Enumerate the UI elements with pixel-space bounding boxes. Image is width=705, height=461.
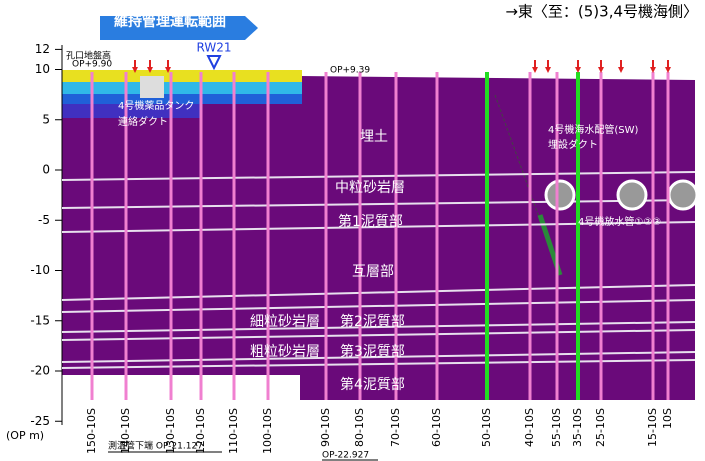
stratum-boundary <box>61 299 696 313</box>
well-label: 10S <box>661 408 674 429</box>
range-arrow <box>100 16 258 40</box>
annotation: 埋設ダクト <box>548 138 598 151</box>
stratum-boundary <box>61 171 696 181</box>
annotation: 4号機放水管①②③ <box>578 215 661 228</box>
layer-top <box>62 94 302 104</box>
well-label: 140-10S <box>119 408 132 454</box>
well-label: 130-10S <box>164 408 177 454</box>
well-label: 55-10S <box>550 408 563 447</box>
annotation: 連絡ダクト <box>118 115 168 128</box>
well-label: 110-10S <box>227 408 240 454</box>
well-label: 35-10S <box>571 408 584 447</box>
pipe <box>616 179 648 211</box>
layer-top <box>62 104 202 118</box>
arrow <box>532 67 538 73</box>
stratum-boundary <box>61 221 696 233</box>
arrow <box>665 67 671 73</box>
tick-label: -5 <box>38 213 50 227</box>
arrow <box>618 67 624 73</box>
tick-label: 0 <box>42 163 50 177</box>
annotation: 第1泥質部 <box>338 213 403 230</box>
structure <box>140 76 164 98</box>
stratum-boundary <box>61 329 696 341</box>
tick-label: 12 <box>35 42 50 56</box>
well-label: 100-10S <box>261 408 274 454</box>
annotation: RW21 <box>197 41 232 55</box>
arrow <box>545 67 551 73</box>
annotation: 互層部 <box>352 264 394 280</box>
annotation: 中粒砂岩層 <box>335 180 405 196</box>
stratum-boundary <box>61 359 696 369</box>
layer-top <box>62 70 302 82</box>
annotation: OP+9.90 <box>72 60 112 70</box>
axis-unit: (OP m) <box>6 429 44 442</box>
well-label: 15-10S <box>646 408 659 447</box>
annotation: OP-22.927 <box>322 451 369 461</box>
well-label: 80-10S <box>353 408 366 447</box>
annotation: OP+9.39 <box>330 66 370 76</box>
title: 維持管理運転範囲 <box>114 13 226 30</box>
annotation: 4号機薬品タンク <box>118 99 194 112</box>
annotation: 第2泥質部 <box>340 313 405 330</box>
annotation: 孔口地盤高 <box>66 50 111 62</box>
well-label: 25-10S <box>594 408 607 447</box>
arrow <box>598 67 604 73</box>
direction: →東〈至：(5)3,4号機海側〉 <box>505 3 698 21</box>
ground <box>62 72 695 400</box>
tick-label: -10 <box>30 263 50 277</box>
pipe <box>544 179 576 211</box>
annotation: 細粒砂岩層 <box>250 314 320 330</box>
well-label: 150-10S <box>85 408 98 454</box>
annotation: 埋土 <box>360 129 388 145</box>
tick-label: -25 <box>30 414 50 428</box>
annotation: 第3泥質部 <box>340 343 405 360</box>
layer-top <box>62 82 302 94</box>
annotation: 第4泥質部 <box>340 376 405 393</box>
annotation: 測温管下端 OP-21.127 <box>108 440 203 452</box>
rw21-marker <box>206 55 222 71</box>
well-label: 90-10S <box>319 408 332 447</box>
well-label: 120-10S <box>194 408 207 454</box>
stratum-boundary <box>61 321 696 333</box>
annotation: 4号機海水配管(SW) <box>548 123 638 136</box>
arrow <box>165 67 171 73</box>
stratum-boundary <box>61 284 696 301</box>
tick-label: 10 <box>35 62 50 76</box>
arrow <box>650 67 656 73</box>
arrow <box>575 67 581 73</box>
annotation: 粗粒砂岩層 <box>250 344 320 360</box>
well-label: 70-10S <box>389 408 402 447</box>
stratum-boundary <box>61 199 696 209</box>
well-label: 40-10S <box>523 408 536 447</box>
well-label: 60-10S <box>430 408 443 447</box>
tick-label: 5 <box>42 112 50 126</box>
tick-label: -20 <box>30 364 50 378</box>
pipe-line <box>494 94 561 276</box>
arrow <box>132 67 138 73</box>
tick-label: -15 <box>30 313 50 327</box>
arrow <box>147 67 153 73</box>
well-label: 50-10S <box>480 408 493 447</box>
pipe <box>667 179 699 211</box>
stratum-boundary <box>61 351 696 363</box>
